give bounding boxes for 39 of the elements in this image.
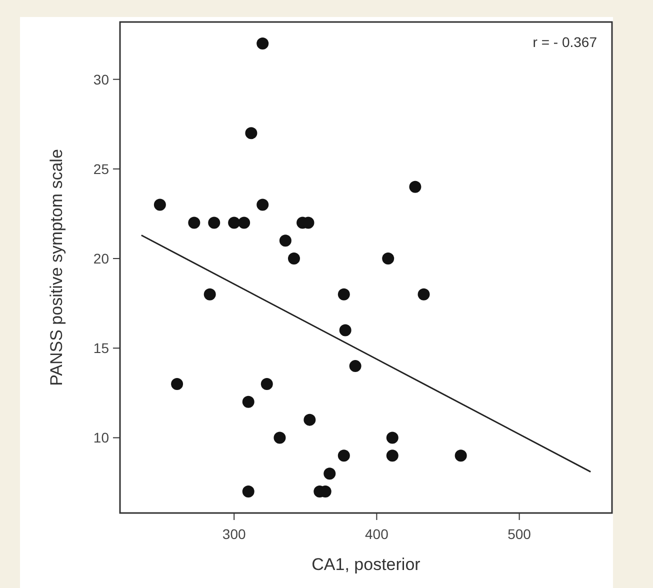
point <box>171 378 184 390</box>
point <box>418 288 430 300</box>
point <box>238 216 250 229</box>
x-tick-label: 500 <box>508 526 532 542</box>
point <box>386 432 398 444</box>
point <box>188 216 200 229</box>
point <box>260 378 273 390</box>
x-tick-label: 300 <box>222 526 246 542</box>
point <box>454 450 467 462</box>
x-tick-label: 400 <box>365 526 389 542</box>
point <box>338 288 350 300</box>
point <box>338 450 350 462</box>
point <box>304 414 316 426</box>
point <box>242 396 254 408</box>
point <box>256 198 269 211</box>
point <box>208 216 220 229</box>
annotation: r = - 0.367 <box>532 34 598 50</box>
point <box>279 234 292 247</box>
point <box>256 38 269 50</box>
point <box>245 127 258 140</box>
point <box>349 360 362 372</box>
point <box>288 252 300 265</box>
y-axis-title: PANSS positive symptom scale <box>47 149 66 386</box>
y-tick-label: 25 <box>93 160 110 177</box>
point <box>409 180 422 193</box>
point <box>386 450 398 462</box>
point <box>154 198 166 211</box>
y-tick-label: 15 <box>93 340 110 356</box>
x-axis-title: CA1, posterior <box>312 555 421 574</box>
point <box>274 432 286 444</box>
point <box>228 216 240 229</box>
y-tick-label: 20 <box>93 250 110 267</box>
point <box>242 485 254 498</box>
y-tick-label: 30 <box>93 71 110 88</box>
point <box>324 468 336 480</box>
point <box>339 324 352 336</box>
point <box>382 252 394 265</box>
y-tick-label: 10 <box>93 430 110 446</box>
point <box>204 288 216 300</box>
